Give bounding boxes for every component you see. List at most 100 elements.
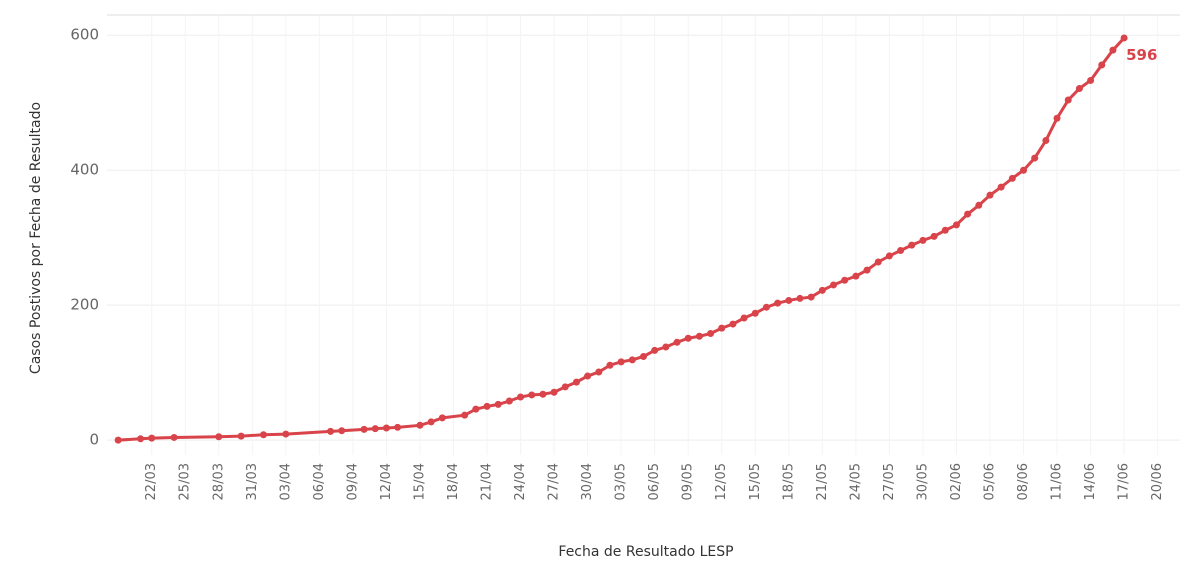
point <box>695 332 703 340</box>
x-tick-label: 18/05 <box>781 463 796 500</box>
x-tick-label: 09/05 <box>681 463 696 500</box>
point <box>416 421 424 429</box>
point <box>572 378 580 386</box>
data-label: 596 <box>1126 46 1157 64</box>
x-tick-label: 24/04 <box>513 463 528 500</box>
point <box>651 346 659 354</box>
point <box>1053 114 1061 122</box>
point <box>148 434 156 442</box>
point <box>584 372 592 380</box>
point <box>461 411 469 419</box>
point <box>282 430 290 438</box>
x-tick-label: 21/04 <box>480 463 495 500</box>
x-tick-label: 27/05 <box>882 463 897 500</box>
point <box>684 334 692 342</box>
point <box>897 247 905 255</box>
y-tick-label: 0 <box>89 431 99 449</box>
point <box>885 252 893 260</box>
point <box>751 309 759 317</box>
point <box>930 232 938 240</box>
point <box>908 241 916 249</box>
point <box>137 435 145 443</box>
x-tick-label: 03/04 <box>278 463 293 500</box>
point <box>762 303 770 311</box>
point <box>1020 166 1028 174</box>
point <box>1008 174 1016 182</box>
point <box>952 221 960 229</box>
point <box>237 432 245 440</box>
y-tick-label: 600 <box>70 26 99 44</box>
x-tick-label: 24/05 <box>848 463 863 500</box>
x-tick-label: 05/06 <box>982 463 997 500</box>
point <box>628 356 636 364</box>
x-tick-label: 11/06 <box>1050 463 1065 500</box>
point <box>438 414 446 422</box>
point <box>718 324 726 332</box>
point <box>729 320 737 328</box>
x-tick-label: 14/06 <box>1083 463 1098 500</box>
point <box>1064 96 1072 104</box>
point <box>740 314 748 322</box>
x-tick-label: 28/03 <box>211 463 226 500</box>
point <box>673 338 681 346</box>
point <box>483 402 491 410</box>
x-tick-label: 06/04 <box>312 463 327 500</box>
point <box>941 226 949 234</box>
point <box>259 431 267 439</box>
point <box>975 201 983 209</box>
point <box>528 391 536 399</box>
point <box>505 397 513 405</box>
point <box>841 276 849 284</box>
x-tick-label: 22/03 <box>144 463 159 500</box>
point <box>1042 137 1050 145</box>
x-tick-label: 08/06 <box>1016 463 1031 500</box>
point <box>382 424 390 432</box>
point <box>863 266 871 274</box>
point <box>1075 85 1083 93</box>
point <box>394 423 402 431</box>
x-tick-label: 15/04 <box>412 463 427 500</box>
point <box>997 183 1005 191</box>
point <box>796 294 804 302</box>
point <box>662 343 670 351</box>
x-tick-label: 17/06 <box>1117 463 1132 500</box>
point <box>1087 76 1095 84</box>
point <box>986 191 994 199</box>
point <box>517 393 525 401</box>
x-tick-label: 18/04 <box>446 463 461 500</box>
point <box>1031 154 1039 162</box>
x-tick-label: 15/05 <box>748 463 763 500</box>
point <box>215 433 223 441</box>
point <box>427 418 435 426</box>
x-axis-label: Fecha de Resultado LESP <box>558 544 733 560</box>
y-tick-label: 400 <box>70 161 99 179</box>
point <box>494 400 502 408</box>
x-tick-label: 06/05 <box>647 463 662 500</box>
point <box>606 361 614 369</box>
point <box>919 236 927 244</box>
point <box>964 210 972 218</box>
point <box>617 358 625 366</box>
x-tick-label: 25/03 <box>178 463 193 500</box>
point <box>595 368 603 376</box>
x-tick-label: 27/04 <box>547 463 562 500</box>
x-tick-label: 21/05 <box>815 463 830 500</box>
x-tick-label: 12/04 <box>379 463 394 500</box>
point <box>539 390 547 398</box>
point <box>1109 46 1117 54</box>
x-tick-label: 09/04 <box>345 463 360 500</box>
point <box>707 330 715 338</box>
point <box>114 436 122 444</box>
y-axis-label: Casos Postivos por Fecha de Resultado <box>28 102 44 374</box>
x-tick-label: 02/06 <box>949 463 964 500</box>
x-tick-label: 03/05 <box>614 463 629 500</box>
point <box>371 425 379 433</box>
point <box>852 272 860 280</box>
point <box>1098 61 1106 69</box>
point <box>561 383 569 391</box>
point <box>874 258 882 266</box>
x-tick-label: 30/04 <box>580 463 595 500</box>
point <box>818 286 826 294</box>
x-tick-label: 20/06 <box>1150 463 1165 500</box>
